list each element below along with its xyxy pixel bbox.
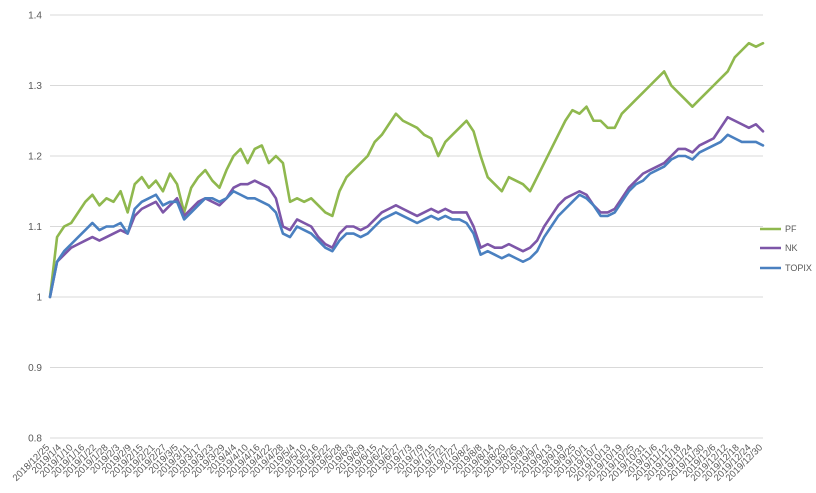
y-tick-label: 1.2	[28, 152, 42, 163]
y-axis-ticks: 0.8 0.9 1 1.1 1.2 1.3 1.4	[28, 11, 42, 445]
y-tick-label: 0.9	[28, 363, 42, 374]
legend-label: NK	[785, 243, 798, 253]
y-tick-label: 0.8	[28, 434, 42, 445]
legend-label: PF	[785, 224, 797, 234]
legend-label: TOPIX	[785, 263, 812, 273]
y-tick-label: 1.4	[28, 11, 42, 22]
y-tick-label: 1.1	[28, 222, 42, 233]
gridlines	[50, 14, 763, 439]
series-line-pf	[48, 41, 765, 299]
x-axis-ticks: 2018/12/252019/1/42019/1/102019/1/162019…	[11, 442, 765, 483]
y-tick-label: 1.3	[28, 81, 42, 92]
series-line-nk	[48, 115, 765, 299]
legend: PF NK TOPIX	[760, 224, 812, 273]
series-line-topix	[48, 133, 765, 299]
series-lines	[48, 41, 765, 299]
y-tick-label: 1	[36, 293, 42, 304]
